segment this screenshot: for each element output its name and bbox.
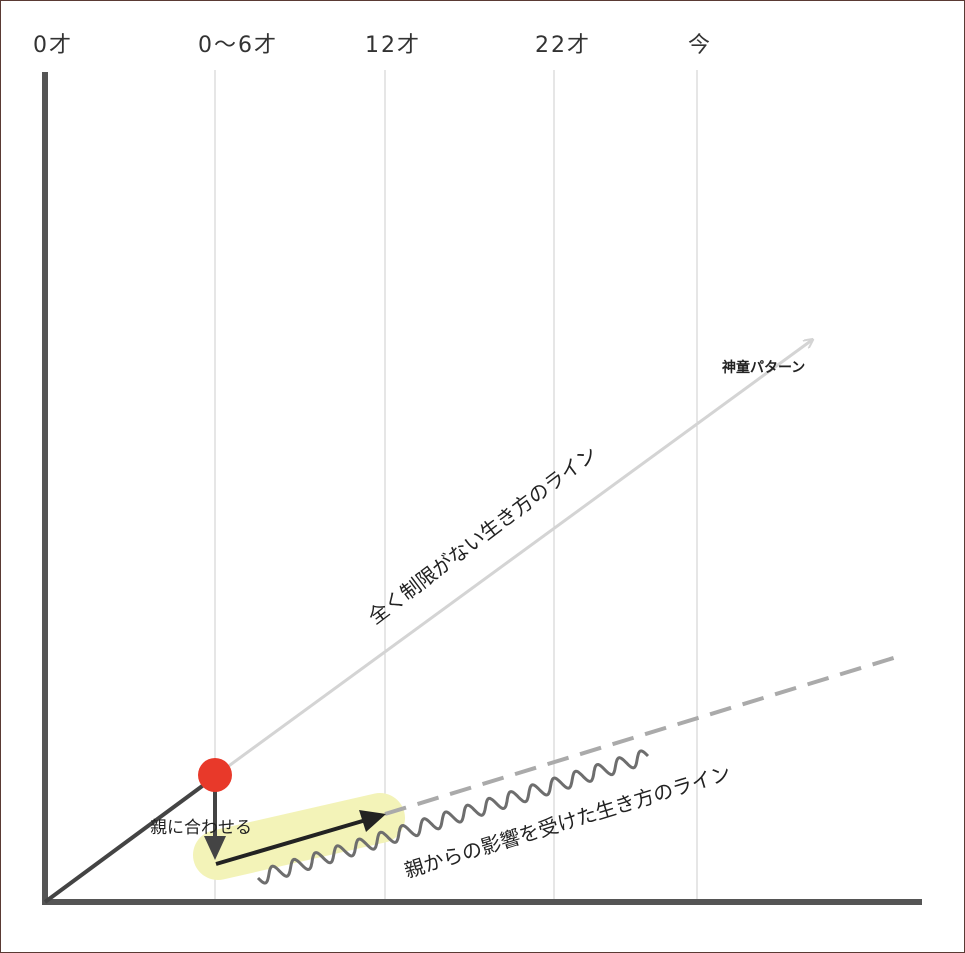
wavy-influence-line: [256, 749, 650, 885]
parent-influence-arrowhead: [359, 810, 386, 832]
unlimited-line-label: 全く制限がない生き方のライン: [364, 441, 602, 629]
age-label-12: 12才: [365, 33, 421, 58]
down-arrow-head: [204, 836, 226, 860]
birth-to-dot-line: [43, 782, 207, 904]
influenced-line-label: 親からの影響を受けた生き方のライン: [401, 760, 733, 882]
age-label-now: 今: [688, 33, 712, 58]
age-label-0: 0才: [33, 33, 73, 58]
dashed-projection-line: [384, 654, 901, 816]
start-point-dot: [198, 758, 232, 792]
age-label-0-6: 0〜6才: [198, 33, 278, 58]
pattern-label: 神童パターン: [722, 359, 805, 376]
age-label-22: 22才: [535, 33, 591, 58]
unlimited-life-arrow: [214, 340, 812, 778]
parent-influence-arrow: [215, 818, 367, 866]
fit-parents-label: 親に合わせる: [150, 818, 252, 838]
